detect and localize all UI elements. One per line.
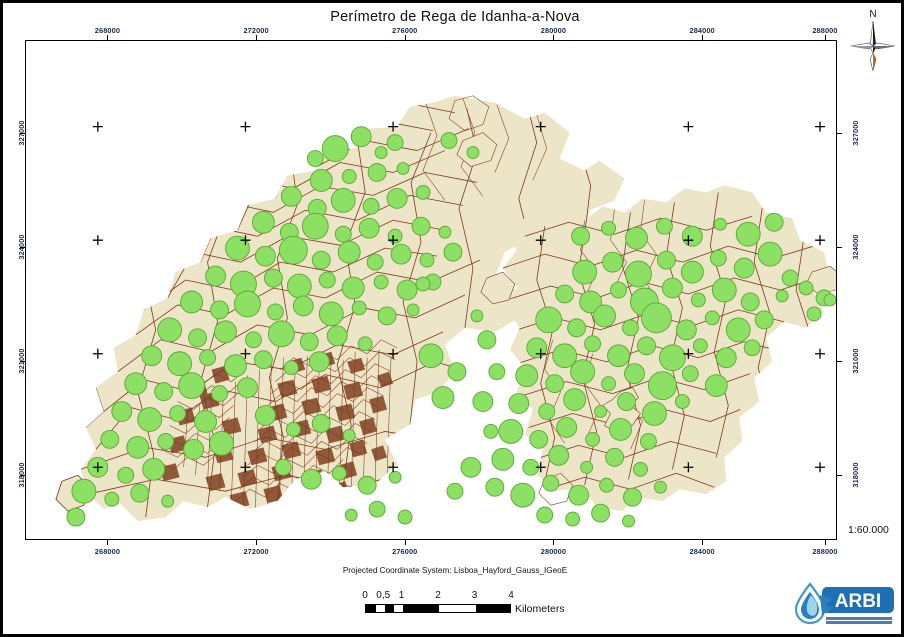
axis-tick-y-left — [20, 133, 25, 134]
scale-bar-label: 0 — [362, 590, 368, 601]
axis-label-x-top: 284000 — [689, 26, 715, 35]
scale-bar-graphic — [365, 604, 511, 613]
axis-tick-x-top — [404, 35, 406, 40]
scale-bar-unit: Kilometers — [515, 603, 565, 615]
axis-label-x-top: 276000 — [392, 26, 418, 35]
north-arrow-icon — [850, 20, 896, 72]
axis-label-x-top: 280000 — [540, 26, 567, 35]
axis-tick-y-left — [20, 247, 25, 248]
north-arrow-label: N — [869, 9, 877, 20]
axis-label-y-right: 327000 — [851, 120, 860, 146]
arbi-logo: ARBI — [792, 581, 897, 631]
scale-bar-label: 4 — [508, 590, 514, 601]
axis-tick-x-top — [256, 35, 258, 40]
axis-tick-y-right — [837, 475, 842, 476]
axis-tick-x-top — [107, 35, 109, 40]
scale-bar-label: 0,5 — [376, 590, 391, 601]
axis-label-x-top: 272000 — [243, 26, 269, 35]
axis-tick-y-right — [837, 247, 842, 248]
axis-label-y-right: 321000 — [851, 348, 860, 374]
irrigation-point-markers — [66, 126, 836, 528]
page-title: Perímetro de Rega de Idanha-a-Nova — [330, 9, 580, 25]
scale-bar-label: 1 — [398, 590, 405, 601]
axis-tick-x-bottom — [702, 540, 704, 545]
map-canvas[interactable]: .parcel{fill:#ede5c8;stroke:#7d3a1c;stro… — [26, 41, 836, 539]
axis-tick-y-left — [20, 475, 25, 476]
axis-label-y-right: 318000 — [851, 462, 860, 488]
axis-tick-x-top — [553, 35, 555, 40]
scale-bar: 0 0,5 1 2 3 4 Kilometers — [362, 590, 585, 624]
logo-tagline — [826, 617, 892, 624]
axis-tick-y-left — [20, 361, 25, 362]
axis-label-x-bottom: 276000 — [392, 547, 418, 556]
water-drop-icon: ARBI — [794, 582, 894, 625]
axis-tick-x-top — [824, 35, 826, 40]
logo-brand-text: ARBI — [835, 591, 881, 612]
axis-label-x-top: 268000 — [94, 26, 121, 35]
axis-tick-x-bottom — [256, 540, 258, 545]
map-scale-text: 1:60.000 — [848, 524, 889, 536]
axis-label-x-bottom: 284000 — [689, 547, 715, 556]
scale-bar-label: 2 — [435, 590, 441, 601]
scale-bar-labels: 0 0,5 1 2 3 4 — [362, 590, 585, 603]
projection-note: Projected Coordinate System: Lisboa_Hayf… — [342, 566, 568, 575]
axis-label-x-top: 288000 — [812, 26, 838, 35]
axis-tick-y-right — [837, 361, 842, 362]
north-arrow: N — [847, 9, 899, 75]
axis-tick-x-bottom — [824, 540, 826, 545]
axis-label-y-right: 324000 — [851, 234, 860, 260]
axis-tick-x-top — [702, 35, 704, 40]
graticule-crosses — [92, 121, 826, 473]
map-frame[interactable]: .parcel{fill:#ede5c8;stroke:#7d3a1c;stro… — [25, 40, 837, 540]
axis-label-x-bottom: 288000 — [812, 547, 838, 556]
axis-tick-x-bottom — [553, 540, 555, 545]
axis-tick-x-bottom — [404, 540, 406, 545]
axis-label-x-bottom: 268000 — [94, 547, 121, 556]
axis-tick-y-right — [837, 133, 842, 134]
axis-label-x-bottom: 280000 — [540, 547, 567, 556]
axis-label-x-bottom: 272000 — [243, 547, 269, 556]
axis-tick-x-bottom — [107, 540, 109, 545]
scale-bar-label: 3 — [471, 590, 478, 601]
